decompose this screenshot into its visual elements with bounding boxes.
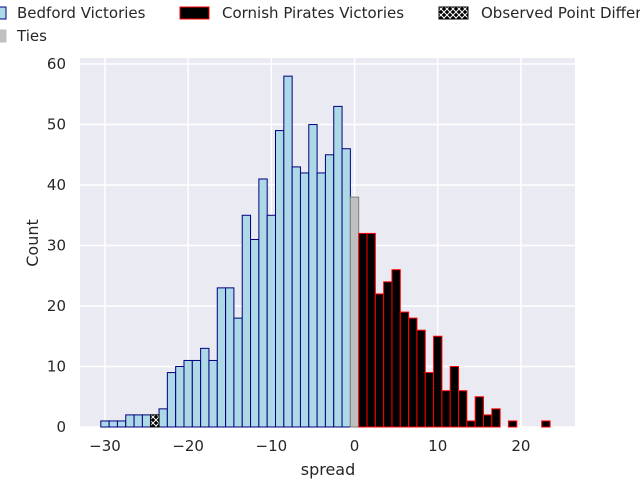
bar-cornish: [507, 420, 518, 428]
bar-bedford: [191, 359, 202, 428]
bar-bedford: [283, 75, 293, 428]
y-tick-label: 10: [47, 358, 66, 376]
bar-bedford: [316, 172, 326, 428]
bar-bedford: [308, 124, 318, 428]
legend-label-cornish: Cornish Pirates Victories: [222, 4, 404, 22]
bar-bedford: [266, 214, 277, 428]
bar-bedford: [258, 178, 268, 428]
bar-cornish: [383, 281, 393, 428]
bar-bedford: [116, 420, 127, 428]
bar-bedford: [125, 414, 135, 428]
bar-cornish: [441, 390, 451, 428]
bar-bedford: [225, 287, 235, 428]
bar-cornish: [458, 390, 468, 428]
legend-label-bedford: Bedford Victories: [17, 4, 146, 22]
x-tick-label: −30: [89, 437, 121, 455]
y-tick-label: 0: [56, 418, 66, 436]
legend-label-observed: Observed Point Difference: [481, 4, 640, 22]
tick-labels: −30 −20 −10 0 10 20 0 10 20 30 40 50 60: [47, 55, 531, 455]
bar-cornish: [424, 372, 435, 428]
bar-cornish: [408, 317, 418, 428]
bar-cornish: [416, 329, 426, 428]
legend: Bedford Victories Cornish Pirates Victor…: [0, 4, 640, 45]
bar-bedford: [100, 420, 110, 428]
bar-cornish: [374, 293, 385, 428]
bar-cornish: [391, 269, 401, 428]
bar-bedford: [250, 238, 260, 428]
x-tick-label: −20: [172, 437, 204, 455]
bar-bedford: [241, 214, 252, 428]
bar-cornish: [541, 420, 551, 428]
bar-bedford: [208, 359, 218, 428]
bar-observed: [150, 414, 160, 428]
bar-bedford: [233, 317, 243, 428]
bar-bedford: [299, 172, 310, 428]
bar-cornish: [466, 420, 476, 428]
bar-cornish: [399, 311, 410, 428]
bar-cornish: [491, 408, 501, 428]
y-tick-label: 50: [47, 116, 66, 134]
bar-bedford: [166, 372, 177, 428]
y-tick-label: 40: [47, 176, 66, 194]
bars: [100, 75, 551, 428]
bar-cornish: [482, 414, 493, 428]
legend-swatch-bedford: [0, 6, 7, 20]
y-tick-label: 20: [47, 297, 66, 315]
x-tick-label: 20: [511, 437, 530, 455]
bar-bedford: [275, 130, 285, 428]
bar-cornish: [366, 232, 376, 428]
bar-bedford: [291, 166, 301, 428]
bar-bedford: [200, 347, 210, 428]
bar-bedford: [183, 359, 193, 428]
bar-bedford: [108, 420, 118, 428]
x-tick-label: 0: [350, 437, 360, 455]
bar-bedford: [141, 414, 152, 428]
bar-bedford: [175, 366, 185, 428]
bar-bedford: [216, 287, 227, 428]
legend-swatch-cornish: [179, 6, 210, 20]
bar-bedford: [133, 414, 143, 428]
y-tick-label: 60: [47, 55, 66, 73]
legend-swatch-observed: [438, 6, 469, 20]
bar-cornish: [433, 335, 443, 428]
bar-cornish: [449, 366, 460, 428]
bar-bedford: [324, 154, 335, 428]
y-axis-label: Count: [23, 219, 42, 267]
bar-cornish: [358, 232, 368, 428]
x-tick-label: −10: [256, 437, 288, 455]
legend-swatch-ties: [0, 29, 7, 43]
legend-label-ties: Ties: [16, 27, 47, 45]
y-tick-label: 30: [47, 237, 66, 255]
bar-tie: [349, 196, 360, 428]
bar-cornish: [474, 396, 484, 428]
bar-bedford: [158, 408, 168, 428]
x-axis-label: spread: [301, 460, 356, 479]
bar-bedford: [341, 148, 351, 428]
bar-bedford: [333, 105, 343, 428]
x-tick-label: 10: [428, 437, 447, 455]
